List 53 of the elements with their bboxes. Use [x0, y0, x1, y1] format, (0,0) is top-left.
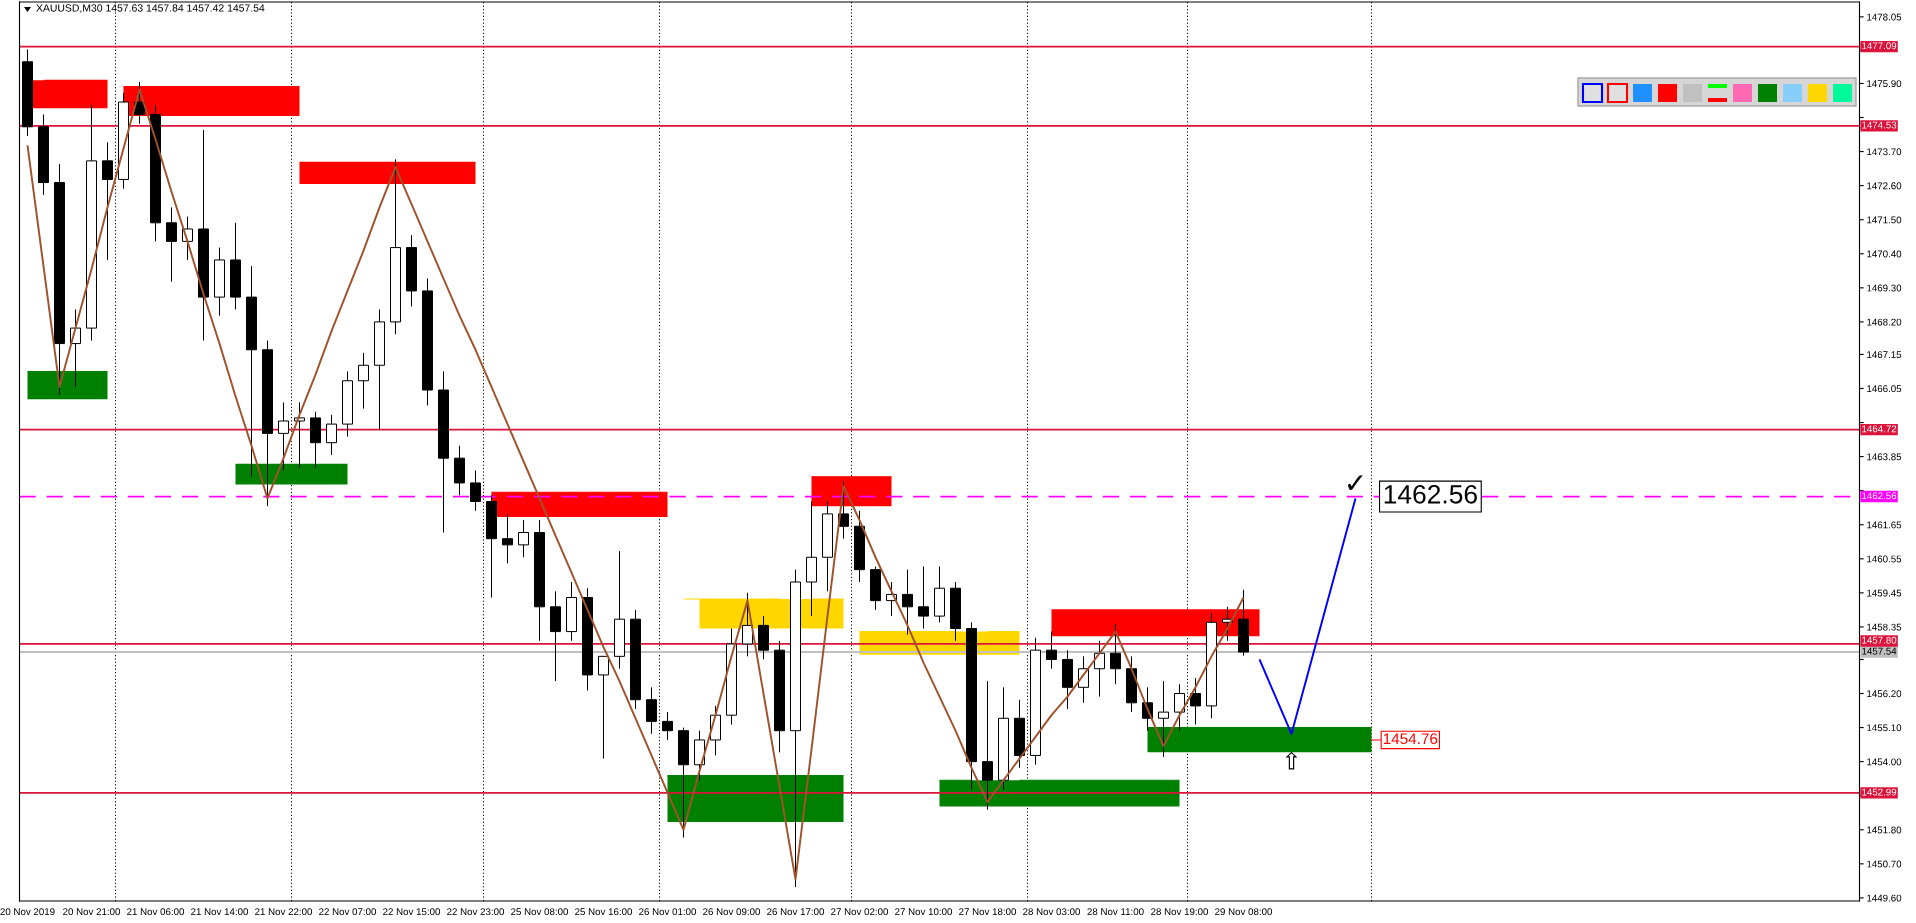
x-tick-label: 20 Nov 21:00: [63, 908, 121, 916]
annotation: 1462.56: [1384, 484, 1477, 504]
y-tick-label: 1449.60: [1867, 894, 1902, 902]
ref-line-label: 1474.53: [1862, 121, 1897, 129]
annotation: 1454.76: [1383, 733, 1438, 745]
ref-line-label: 1464.72: [1862, 425, 1897, 433]
x-tick-label: 29 Nov 08:00: [1215, 908, 1273, 916]
y-tick-label: 1466.05: [1867, 385, 1902, 393]
x-tick-label: 26 Nov 01:00: [639, 908, 697, 916]
x-tick-label: 21 Nov 06:00: [127, 908, 185, 916]
x-tick-label: 27 Nov 10:00: [895, 908, 953, 916]
y-tick-label: 1460.55: [1867, 555, 1902, 563]
ref-line-label: 1457.54: [1862, 647, 1897, 655]
y-tick-label: 1454.00: [1867, 758, 1902, 766]
ref-line-label: 1477.09: [1862, 42, 1897, 50]
y-tick-label: 1467.15: [1867, 351, 1902, 359]
chart-title: XAUUSD,M30 1457.63 1457.84 1457.42 1457.54: [36, 4, 265, 13]
x-tick-label: 27 Nov 18:00: [959, 908, 1017, 916]
ref-line-label: 1462.56: [1862, 492, 1897, 500]
x-tick-label: 21 Nov 22:00: [255, 908, 313, 916]
x-tick-label: 21 Nov 14:00: [191, 908, 249, 916]
y-tick-label: 1472.60: [1867, 182, 1902, 190]
x-tick-label: 28 Nov 11:00: [1087, 908, 1144, 916]
x-tick-label: 22 Nov 23:00: [447, 908, 505, 916]
annotation: ⇧: [1285, 751, 1298, 770]
y-tick-label: 1478.05: [1867, 13, 1902, 21]
x-tick-label: 25 Nov 08:00: [511, 908, 569, 916]
x-tick-label: 25 Nov 16:00: [575, 908, 633, 916]
annotation: ✓: [1348, 475, 1363, 490]
y-tick-label: 1469.30: [1867, 284, 1902, 292]
x-tick-label: 27 Nov 02:00: [831, 908, 889, 916]
y-tick-label: 1463.85: [1867, 453, 1902, 461]
y-tick-label: 1471.50: [1867, 216, 1902, 224]
y-tick-label: 1451.80: [1867, 826, 1902, 834]
y-tick-label: 1450.70: [1867, 860, 1902, 868]
ref-line-label: 1457.80: [1862, 636, 1897, 644]
x-tick-label: 22 Nov 15:00: [383, 908, 441, 916]
y-tick-label: 1461.65: [1867, 521, 1902, 529]
x-tick-label: 22 Nov 07:00: [319, 908, 377, 916]
x-tick-label: 26 Nov 17:00: [767, 908, 825, 916]
x-tick-label: 20 Nov 2019: [0, 908, 55, 916]
y-tick-label: 1458.35: [1867, 623, 1902, 631]
ref-line-label: 1452.99: [1862, 788, 1897, 796]
y-tick-label: 1470.40: [1867, 250, 1902, 258]
y-tick-label: 1468.20: [1867, 318, 1902, 326]
y-tick-label: 1455.10: [1867, 724, 1902, 732]
y-tick-label: 1459.45: [1867, 589, 1902, 597]
x-tick-label: 28 Nov 19:00: [1151, 908, 1209, 916]
y-tick-label: 1475.90: [1867, 80, 1902, 88]
y-tick-label: 1473.70: [1867, 148, 1902, 156]
x-tick-label: 26 Nov 09:00: [703, 908, 761, 916]
y-tick-label: 1456.20: [1867, 690, 1902, 698]
x-tick-label: 28 Nov 03:00: [1023, 908, 1081, 916]
